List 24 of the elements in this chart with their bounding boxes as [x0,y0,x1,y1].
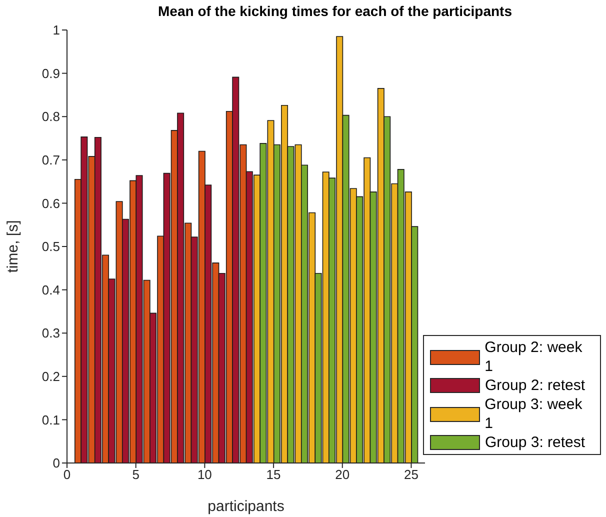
y-tick-label: 0.1 [42,412,60,428]
chart-title: Mean of the kicking times for each of the participants [157,3,513,19]
y-tick-label: 0.3 [42,326,60,341]
legend-label: Group 3: week 1 [484,395,584,433]
x-axis-title: participants [208,498,284,515]
y-tick-label: 1 [52,22,60,38]
legend-label: Group 3: retest [485,433,586,452]
x-tick-label: 15 [266,467,281,482]
x-tick-label: 20 [335,467,350,482]
legend-label: Group 2: retest [485,376,586,395]
legend-label: Group 2: week 1 [484,338,584,376]
y-tick-label: 0.9 [42,66,60,81]
y-tick-label: 0.8 [42,109,60,124]
y-tick-label: 0.4 [42,282,60,298]
x-tick-label: 25 [404,467,418,482]
y-axis-title: time, [s] [4,220,22,273]
x-tick-label: 0 [63,467,71,482]
y-tick-label: 0.6 [42,196,60,211]
y-tick-label: 0.5 [42,239,60,254]
y-tick-label: 0.2 [42,369,60,384]
x-tick-label: 5 [132,467,140,482]
y-tick-label: 0.7 [42,152,60,168]
y-tick-label: 0 [52,456,60,471]
x-tick-label: 10 [197,467,212,482]
